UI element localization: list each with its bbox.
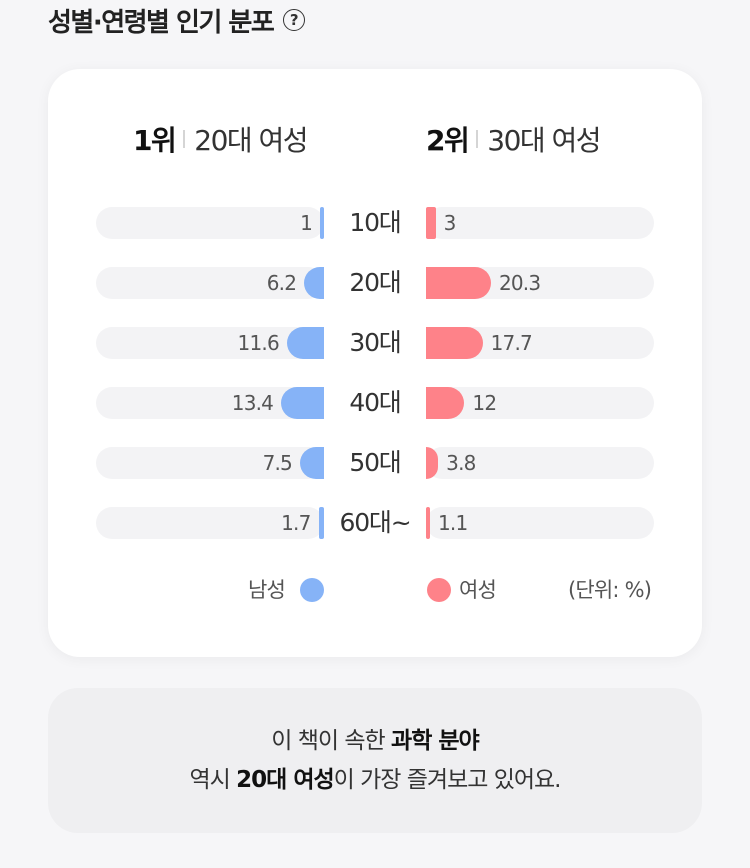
rank-first-label: 20대 여성 [194,124,308,157]
legend-male-label: 남성 [248,578,286,602]
age-group-label: 50대 [349,448,401,477]
help-icon[interactable]: ? [283,9,306,31]
track-female [426,207,654,239]
track-male [96,267,324,299]
bar-female [426,327,483,359]
value-female: 3.8 [446,451,476,475]
track-male [96,507,324,539]
rank-second: 2위 30대 여성 [426,121,602,157]
rank-second-number: 2위 [426,124,470,157]
bar-male [286,327,324,359]
bar-male [304,267,324,299]
rank-divider [183,130,186,148]
track-male [96,327,324,359]
legend-female-dot [427,578,451,602]
bar-female [426,207,436,239]
note-line-2-text-end: 이 가장 즐겨보고 있어요. [333,767,562,793]
value-male: 13.4 [231,391,274,415]
rank-second-label: 30대 여성 [487,124,601,157]
value-male: 1.7 [281,511,311,535]
bar-male [281,387,324,419]
legend-male-dot [300,578,324,602]
insight-note: 이 책이 속한 과학 분야 역시 20대 여성이 가장 즐겨보고 있어요. [48,688,702,833]
value-male: 6.2 [266,271,297,295]
value-female: 1.1 [438,511,468,535]
bar-male [320,207,324,239]
age-group-label: 60대~ [339,508,412,537]
value-male: 11.6 [237,331,280,355]
track-female [426,447,654,479]
section-title: 성별·연령별 인기 분포 [48,7,275,38]
bar-male [318,507,324,539]
age-group-label: 10대 [349,208,401,237]
note-line-2-text: 역시 [189,767,237,793]
age-group-label: 40대 [349,388,401,417]
note-line-2: 역시 20대 여성이 가장 즐겨보고 있어요. [48,762,702,798]
age-group-label: 30대 [349,328,401,357]
value-female: 3 [443,211,457,235]
rank-first-number: 1위 [133,124,177,157]
section-header: 성별·연령별 인기 분포 ? [48,0,306,40]
age-group-label: 20대 [349,268,401,297]
value-male: 7.5 [262,451,293,475]
bar-female [426,387,465,419]
bar-female [426,447,439,479]
note-line-1: 이 책이 속한 과학 분야 [48,723,702,759]
legend-female-label: 여성 [459,578,497,602]
bar-female [426,267,491,299]
track-female [426,507,654,539]
bar-female [426,507,430,539]
age-gender-chart-card: 1위 20대 여성 2위 30대 여성 1 3 10대 6.2 20.3 20대 11.6 1… [48,69,702,657]
unit-label: (단위: %) [568,578,652,602]
rank-first: 1위 20대 여성 [133,121,309,157]
note-line-1-bold: 과학 분야 [391,728,480,754]
value-female: 12 [472,391,497,415]
value-female: 17.7 [490,331,533,355]
rank-divider [476,130,479,148]
note-line-1-text: 이 책이 속한 [271,728,392,754]
track-male [96,207,324,239]
bar-male [300,447,324,479]
value-male: 1 [300,211,313,235]
track-male [96,447,324,479]
value-female: 20.3 [498,271,541,295]
note-line-2-bold: 20대 여성 [236,767,334,793]
